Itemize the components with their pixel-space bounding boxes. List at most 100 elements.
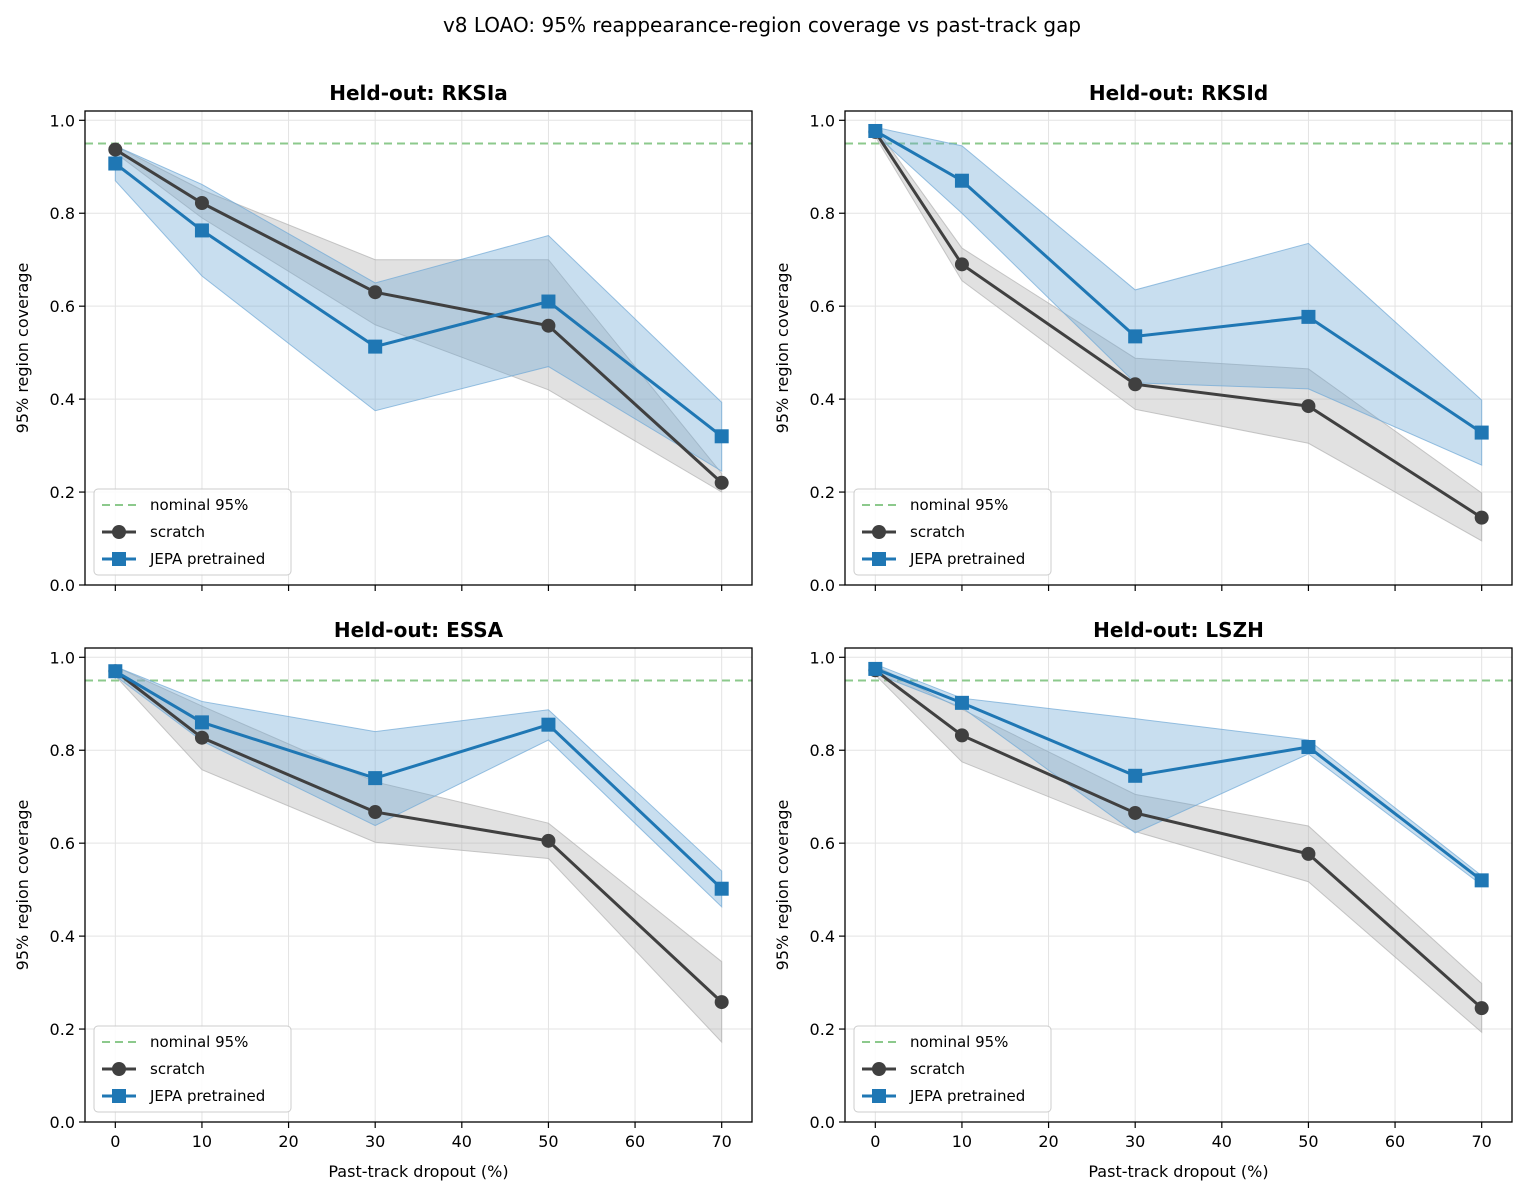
legend-jepa-marker [872,1089,886,1103]
y-tick-label: 1.0 [810,648,835,667]
legend-label: scratch [910,1060,965,1078]
jepa-point [954,173,969,188]
scratch-point [368,285,383,300]
x-tick-label: 50 [538,1132,558,1151]
x-tick-label: 30 [1125,1132,1145,1151]
axes-frame [844,647,1513,1123]
jepa-point [368,339,383,354]
x-tick-label: 0 [110,1132,120,1151]
y-axis-label: 95% region coverage [773,800,792,971]
y-tick-label: 0.6 [810,834,835,853]
x-tick-label: 10 [192,1132,212,1151]
y-tick-label: 0.2 [810,483,835,502]
legend-jepa-marker [112,1089,126,1103]
panel-title: Held-out: LSZH [1093,618,1264,642]
jepa-confidence-band [874,126,1483,466]
jepa-point [108,664,123,679]
scratch-point [368,805,383,820]
jepa-point [1128,768,1143,783]
jepa-point [541,717,556,732]
scratch-point [1128,805,1143,820]
legend-label: JEPA pretrained [909,1087,1025,1105]
scratch-confidence-band [114,665,723,1044]
scratch-point [108,142,123,157]
jepa-point [1301,739,1316,754]
chart-panel-3: 0 10 20 30 40 50 60 70 0.0 0.2 0.4 0.6 0.8 1.0 Held-ou… [13,618,753,1181]
legend-scratch-marker [872,525,886,539]
x-tick-label: 40 [452,1132,472,1151]
chart-panel-4: 0 10 20 30 40 50 60 70 0.0 0.2 0.4 0.6 0.8 1.0 Held-ou… [773,618,1513,1181]
legend: nominal 95% scratch JEPA pretrained [93,488,292,576]
scratch-point [1301,846,1316,861]
x-tick-label: 20 [278,1132,298,1151]
panel-title: Held-out: RKSId [1089,81,1268,105]
scratch-confidence-band [114,145,723,493]
axes-frame [844,110,1513,586]
scratch-point [714,475,729,490]
scratch-confidence-band [874,125,1483,542]
legend-jepa-marker [112,552,126,566]
x-tick-label: 30 [365,1132,385,1151]
y-tick-label: 0.4 [50,927,75,946]
y-tick-label: 0.8 [50,741,75,760]
legend-label: scratch [910,523,965,541]
scratch-point [954,257,969,272]
y-tick-label: 0.0 [50,576,75,595]
scratch-point [541,833,556,848]
legend-label: nominal 95% [910,1033,1008,1051]
y-tick-label: 0.4 [810,927,835,946]
legend-box [853,488,1052,576]
scratch-point [714,995,729,1010]
scratch-point [1474,510,1489,525]
jepa-point [108,156,123,171]
panel-title: Held-out: RKSIa [329,81,508,105]
x-tick-label: 0 [870,1132,880,1151]
y-tick-label: 0.6 [810,297,835,316]
jepa-point [194,223,209,238]
y-tick-label: 0.0 [810,576,835,595]
x-tick-label: 10 [952,1132,972,1151]
scratch-point [194,196,209,211]
x-tick-label: 40 [1212,1132,1232,1151]
legend-label: scratch [150,523,205,541]
y-tick-label: 0.8 [810,204,835,223]
jepa-point [1474,425,1489,440]
x-tick-label: 60 [625,1132,645,1151]
jepa-point [1474,873,1489,888]
jepa-point [868,661,883,676]
jepa-point [1128,329,1143,344]
legend-scratch-marker [112,1062,126,1076]
x-tick-label: 70 [1472,1132,1492,1151]
jepa-point [868,123,883,138]
chart-panel-1: 0.0 0.2 0.4 0.6 0.8 1.0 Held-out: RKSIa 95% reg… [13,81,753,595]
y-tick-label: 0.6 [50,297,75,316]
y-tick-label: 0.2 [50,1020,75,1039]
legend-scratch-marker [112,525,126,539]
legend-label: nominal 95% [150,496,248,514]
scratch-point [194,730,209,745]
legend-label: nominal 95% [910,496,1008,514]
legend: nominal 95% scratch JEPA pretrained [853,488,1052,576]
x-tick-label: 60 [1385,1132,1405,1151]
legend-box [93,1025,292,1113]
legend-box [93,488,292,576]
y-tick-label: 0.2 [810,1020,835,1039]
scratch-point [541,318,556,333]
legend-scratch-marker [872,1062,886,1076]
jepa-point [541,294,556,309]
figure-title: v8 LOAO: 95% reappearance-region coverag… [443,13,1081,37]
legend-jepa-marker [872,552,886,566]
legend-label: JEPA pretrained [909,550,1025,568]
scratch-point [1474,1001,1489,1016]
jepa-confidence-band [114,145,723,473]
panel-title: Held-out: ESSA [334,618,504,642]
y-tick-label: 0.2 [50,483,75,502]
scratch-point [1301,399,1316,414]
y-axis-label: 95% region coverage [13,263,32,434]
y-tick-label: 0.4 [810,390,835,409]
jepa-confidence-band [114,665,723,909]
x-axis-label: Past-track dropout (%) [1088,1162,1268,1181]
jepa-point [368,771,383,786]
y-tick-label: 0.0 [50,1113,75,1132]
